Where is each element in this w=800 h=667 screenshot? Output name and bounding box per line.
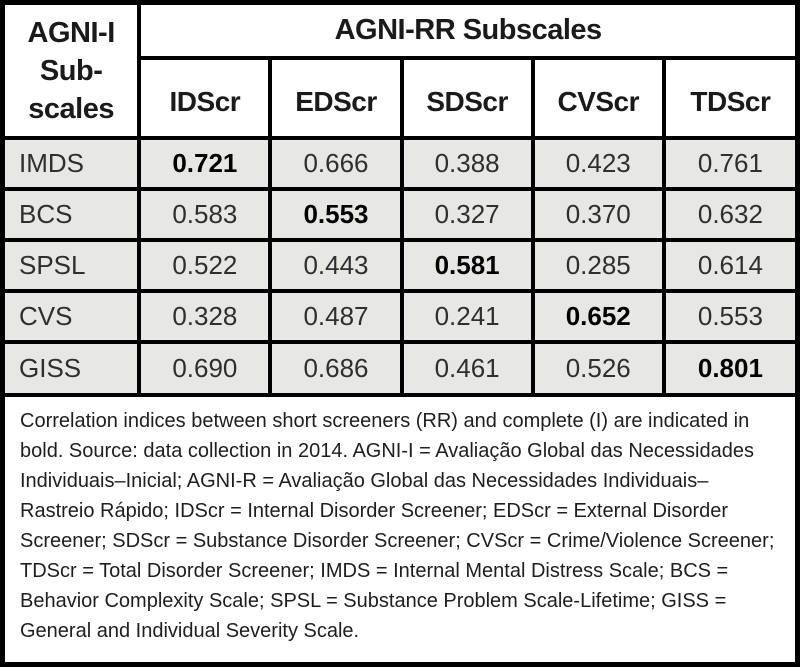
value-cell: 0.686: [268, 340, 404, 393]
value-cell: 0.526: [530, 340, 666, 393]
value-cell: 0.761: [661, 136, 795, 191]
column-header-cvscr: CVScr: [530, 56, 666, 140]
correlation-table: AGNI-I Sub- scales AGNI-RR Subscales IDS…: [5, 5, 795, 393]
value-cell: 0.553: [661, 289, 795, 344]
value-cell: 0.370: [530, 187, 666, 242]
value-cell: 0.614: [661, 238, 795, 293]
column-header-edscr: EDScr: [268, 56, 404, 140]
table-row-cvs: CVS 0.328 0.487 0.241 0.652 0.553: [5, 289, 795, 344]
value-cell: 0.801: [661, 340, 795, 393]
value-cell: 0.632: [661, 187, 795, 242]
corner-header: AGNI-I Sub- scales: [5, 5, 142, 140]
table-row-imds: IMDS 0.721 0.666 0.388 0.423 0.761: [5, 136, 795, 191]
row-label: CVS: [5, 289, 142, 344]
value-cell: 0.388: [399, 136, 535, 191]
row-label: SPSL: [5, 238, 142, 293]
corner-header-line: AGNI-I: [27, 16, 116, 49]
value-cell: 0.327: [399, 187, 535, 242]
table-row-bcs: BCS 0.583 0.553 0.327 0.370 0.632: [5, 187, 795, 242]
value-cell: 0.443: [268, 238, 404, 293]
column-header-sdscr: SDScr: [399, 56, 535, 140]
value-cell: 0.721: [137, 136, 273, 191]
value-cell: 0.461: [399, 340, 535, 393]
row-label: GISS: [5, 340, 142, 393]
group-header: AGNI-RR Subscales: [137, 5, 795, 60]
corner-header-line: Sub-: [39, 54, 103, 87]
value-cell: 0.285: [530, 238, 666, 293]
value-cell: 0.553: [268, 187, 404, 242]
value-cell: 0.583: [137, 187, 273, 242]
value-cell: 0.487: [268, 289, 404, 344]
column-header-idscr: IDScr: [137, 56, 273, 140]
value-cell: 0.423: [530, 136, 666, 191]
corner-header-line: scales: [28, 92, 114, 125]
row-label: IMDS: [5, 136, 142, 191]
value-cell: 0.666: [268, 136, 404, 191]
value-cell: 0.690: [137, 340, 273, 393]
value-cell: 0.328: [137, 289, 273, 344]
group-header-row: AGNI-I Sub- scales AGNI-RR Subscales: [5, 5, 795, 140]
table-row-spsl: SPSL 0.522 0.443 0.581 0.285 0.614: [5, 238, 795, 293]
column-header-tdscr: TDScr: [661, 56, 795, 140]
value-cell: 0.241: [399, 289, 535, 344]
row-label: BCS: [5, 187, 142, 242]
value-cell: 0.652: [530, 289, 666, 344]
value-cell: 0.581: [399, 238, 535, 293]
column-header-row: IDScr EDScr SDScr CVScr TDScr: [5, 56, 795, 140]
table-row-giss: GISS 0.690 0.686 0.461 0.526 0.801: [5, 340, 795, 393]
value-cell: 0.522: [137, 238, 273, 293]
table-footnote: Correlation indices between short screen…: [5, 393, 795, 662]
